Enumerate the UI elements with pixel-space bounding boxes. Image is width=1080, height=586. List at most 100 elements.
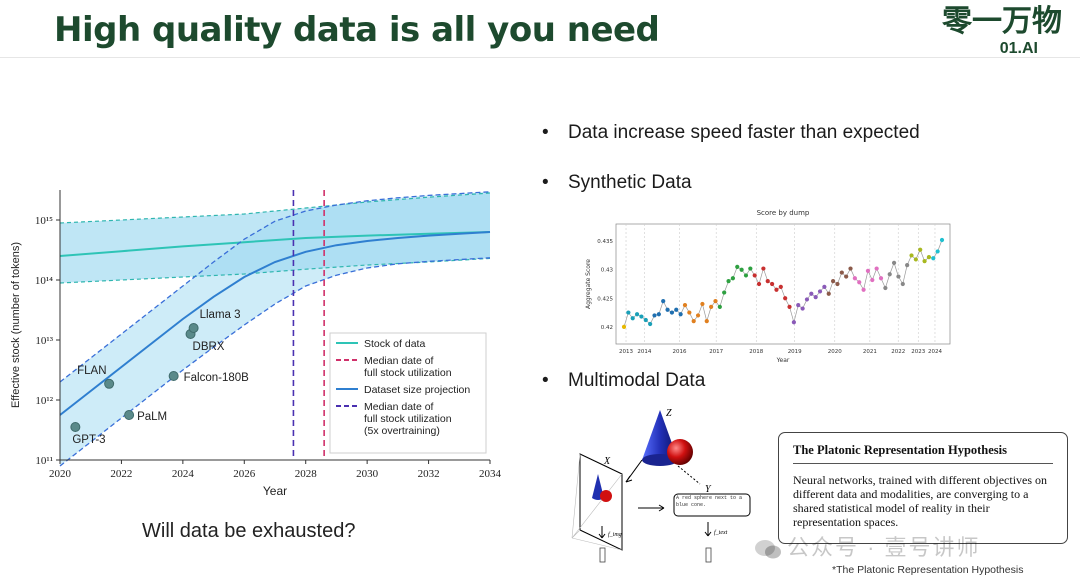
score-point [787,304,792,309]
score-point [748,266,753,271]
legend-label: Stock of data [364,338,425,350]
score-point [935,249,940,254]
question-text: Will data be exhausted? [142,520,356,542]
score-point [800,306,805,311]
score-point [639,314,644,319]
score-point [669,310,675,315]
score-point [861,287,866,292]
x-tick-label: 2028 [295,468,318,480]
x-tick-label: 2020 [49,468,72,480]
score-y-tick-label: 0.425 [597,296,613,302]
model-point [104,378,115,389]
score-x-tick-label: 2021 [863,349,877,355]
x-tick-label: 2032 [418,468,440,480]
text-embedding [705,547,712,563]
stock-of-data-line [59,231,491,257]
score-point [634,312,640,317]
model-label: PaLM [137,411,167,423]
score-point [809,291,814,296]
score-point [713,299,718,304]
legend-box [329,332,487,454]
score-x-tick-label: 2013 [619,349,633,355]
score-point [700,301,705,307]
score-point [695,313,701,318]
score-point [770,281,775,287]
logo-english: 01.AI [999,40,1038,57]
score-by-dump-chart: Score by dump 2013 2014 2016 2017 2018 2019 202… [578,204,958,372]
stock-upper-line [59,192,491,224]
score-point [761,266,766,271]
score-point [813,295,818,300]
wechat-icon [755,540,781,559]
score-chart-title: Score by dump [757,209,810,217]
platonic-hypothesis-box: The Platonic Representation Hypothesis N… [778,432,1068,544]
bullet-synthetic: • Synthetic Data [542,172,692,193]
score-point [922,259,927,264]
legend-label: Dataset size projection [364,384,470,396]
score-point [687,310,692,315]
score-point [678,312,683,317]
score-point [704,319,709,324]
legend-label: full stock utilization [364,413,452,425]
label-z: Z [666,408,672,419]
x-tick-label: 2030 [356,468,379,480]
score-y-tick-label: 0.435 [597,239,613,245]
model-label: GPT-3 [72,434,105,446]
score-point [865,268,871,273]
score-point [878,276,884,281]
score-x-axis-label: Year [776,357,790,364]
score-point [778,284,783,289]
bullet-synthetic-text: Synthetic Data [568,172,692,193]
score-point [735,264,740,269]
score-y-tick-label: 0.43 [601,268,614,274]
y-tick-label: 10¹⁴ [35,275,53,287]
score-point [682,303,688,308]
stock-band [60,193,490,283]
score-point [743,273,749,278]
y-tick-label: 10¹¹ [35,455,53,467]
multimodal-illustration: Z Y X A red sphere next to a blue cone. … [560,398,780,578]
score-x-tick-label: 2024 [928,349,942,355]
score-point [830,279,836,284]
projection-upper-line [59,191,491,383]
score-point [857,280,862,285]
x-tick-label: 2024 [172,468,195,480]
score-x-tick-label: 2018 [749,349,763,355]
legend-label: (5x overtraining) [364,425,440,437]
model-label: DBRX [193,341,225,353]
bullet-data-speed: • Data increase speed faster than expecte… [542,122,920,143]
score-point [817,289,823,294]
projection-lower-line [59,257,491,467]
score-point [726,279,731,284]
y-axis-label: Effective stock (number of tokens) [10,242,22,408]
score-point [643,317,648,323]
score-point [931,256,936,261]
label-x: X [603,456,611,467]
model-point [70,422,81,432]
multimodal-illustration-svg: Z Y X A red sphere next to a blue cone. … [571,408,751,563]
score-point [691,319,696,324]
score-point [722,290,727,295]
y-tick-label: 10¹⁵ [35,215,53,227]
platonic-hypothesis-title: The Platonic Representation Hypothesis [793,443,1053,464]
score-point [621,324,627,329]
x-tick-label: 2022 [110,468,132,480]
platonic-hypothesis-body: Neural networks, trained with different … [793,473,1048,529]
score-x-tick-label: 2017 [709,349,723,355]
legend-label: full stock utilization [364,367,452,379]
score-point [791,320,796,325]
model-point [168,371,179,381]
model-label: FLAN [77,365,106,377]
score-point [844,274,849,279]
bullet-data-speed-text: Data increase speed faster than expected [568,122,920,143]
score-point [648,321,653,327]
slide-title: High quality data is all you need [54,10,660,50]
score-y-axis-label: Aggregate Score [585,259,592,309]
score-point [835,281,840,287]
score-point [756,281,762,287]
score-point [665,307,670,312]
cone-sphere-scene [642,410,693,466]
score-by-dump-chart-svg: Score by dump 2013 2014 2016 2017 2018 2019 202… [585,209,951,364]
score-point [630,316,635,321]
data-stock-chart: 2020 2022 2024 2026 2028 2030 2032 2034 10¹¹ 10¹²… [0,178,510,498]
